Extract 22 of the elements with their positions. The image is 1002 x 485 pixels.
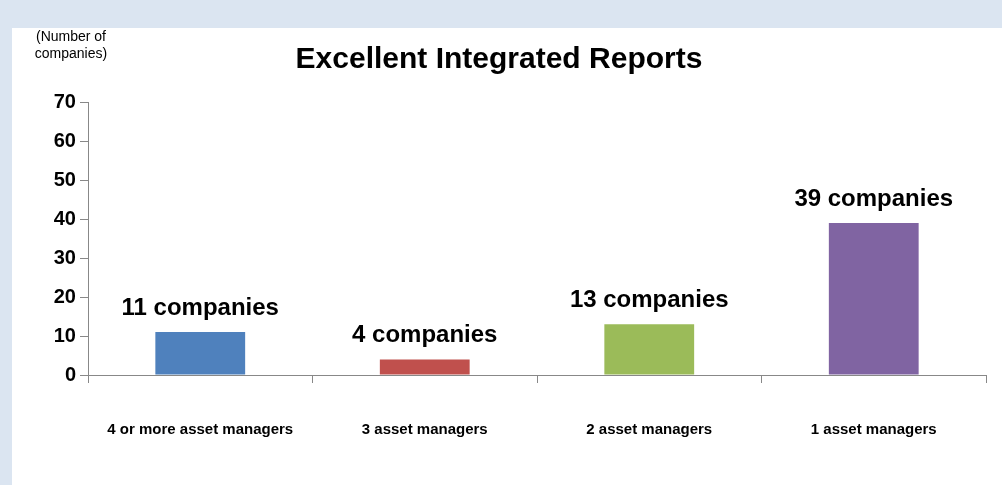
x-tick-label: 3 asset managers [361,420,488,438]
x-tick-label: 1 asset managers [810,420,937,438]
x-tick-label: 2 asset managers [586,420,713,438]
bar [828,222,919,375]
chart-title: Excellent Integrated Reports [295,41,703,75]
y-tick-label: 50 [53,167,76,190]
bar [155,332,246,375]
y-tick-label: 0 [64,362,76,385]
y-axis-title: (Number of companies) [33,28,109,62]
y-tick-label: 30 [53,245,76,268]
data-label: 39 companies [794,183,954,211]
data-label: 11 companies [121,292,279,320]
data-label: 4 companies [352,320,498,348]
bar [379,359,470,375]
bar [604,324,695,375]
data-label: 13 companies [569,284,729,312]
y-tick-label: 70 [53,89,76,112]
y-tick-label: 20 [53,284,76,307]
y-tick-label: 10 [53,323,76,346]
y-tick-label: 60 [53,128,76,151]
x-tick-label: 4 or more asset managers [107,420,294,438]
y-tick-label: 40 [53,206,76,229]
